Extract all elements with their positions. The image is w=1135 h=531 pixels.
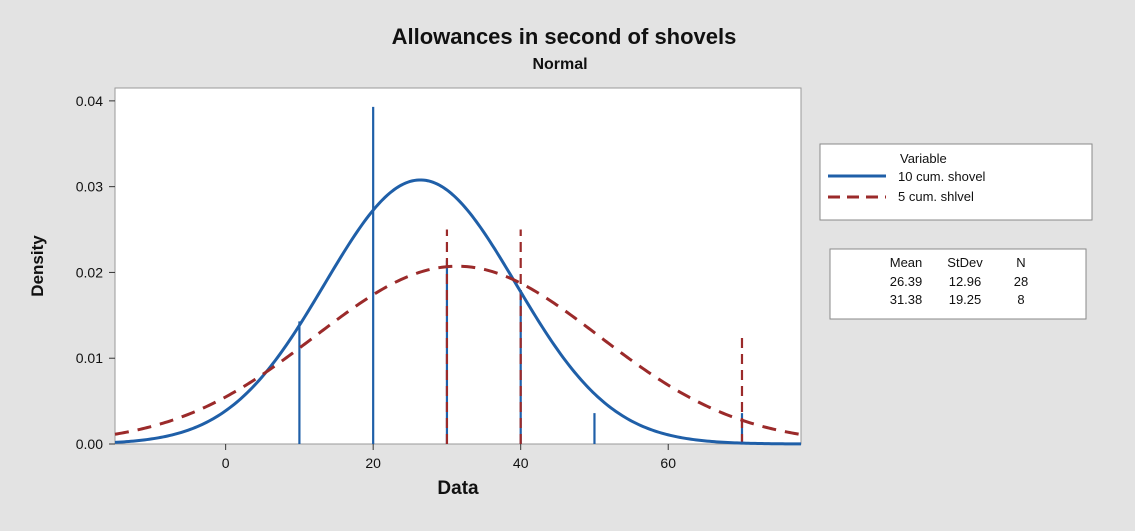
legend-box (819, 143, 1093, 221)
stats-table-box (829, 248, 1087, 320)
stats-header-stdev: StDev (947, 255, 983, 270)
stats-row-1-n: 28 (1014, 274, 1028, 289)
stats-header-n: N (1016, 255, 1025, 270)
legend-label-series-2: 5 cum. shlvel (898, 189, 974, 204)
stats-header-mean: Mean (890, 255, 923, 270)
stats-row-1-mean: 26.39 (890, 274, 923, 289)
chart-title: Allowances in second of shovels (392, 24, 737, 49)
chart-subtitle: Normal (532, 56, 587, 73)
legend-label-series-1: 10 cum. shovel (898, 169, 986, 184)
legend: Variable 10 cum. shovel 5 cum. shlvel (819, 143, 1093, 221)
stats-row-1-stdev: 12.96 (949, 274, 982, 289)
y-tick-label: 0.01 (76, 350, 103, 366)
stats-row-2-mean: 31.38 (890, 292, 923, 307)
legend-title: Variable (900, 151, 947, 166)
x-tick-label: 40 (513, 455, 529, 471)
x-axis-label: Data (437, 478, 479, 499)
y-tick-label: 0.03 (76, 179, 103, 195)
fit-curve-series-1 (114, 178, 801, 446)
x-tick-label: 60 (660, 455, 676, 471)
fit-curves (114, 178, 802, 446)
stats-row-2-n: 8 (1017, 292, 1024, 307)
plot-area (114, 87, 802, 445)
x-tick-label: 0 (222, 455, 230, 471)
y-tick-label: 0.04 (76, 93, 103, 109)
y-tick-label: 0.00 (76, 436, 103, 452)
stats-row-2-stdev: 19.25 (949, 292, 982, 307)
axis-ticks: 0 20 40 60 0.00 0.01 0.02 0.03 0.04 (76, 93, 676, 471)
fit-curve-series-2 (114, 264, 802, 437)
histogram-spikes (298, 106, 744, 444)
y-tick-label: 0.02 (76, 264, 103, 280)
stats-table: Mean StDev N 26.39 12.96 28 31.38 19.25 … (829, 248, 1087, 320)
y-axis-label: Density (28, 235, 47, 297)
x-tick-label: 20 (365, 455, 381, 471)
